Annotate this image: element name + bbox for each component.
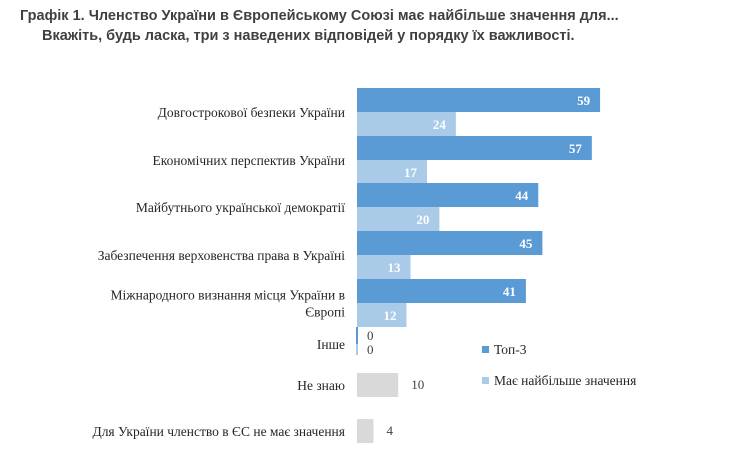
value-label: 41 xyxy=(503,284,516,299)
category-label: Забезпечення верховенства права в Україн… xyxy=(98,248,346,263)
bar-most-important xyxy=(357,112,456,136)
value-label: 44 xyxy=(515,188,529,203)
bar-top3 xyxy=(356,327,358,344)
bar-top3 xyxy=(357,231,543,255)
chart-title-line-1: Графік 1. Членство України в Європейсько… xyxy=(20,8,619,24)
value-label: 13 xyxy=(388,260,402,275)
value-label: 59 xyxy=(577,93,591,108)
value-label: 12 xyxy=(383,308,396,323)
bar-gray xyxy=(357,419,374,443)
category-label: Інше xyxy=(317,337,345,352)
bar-most-important xyxy=(356,344,358,355)
bar-gray xyxy=(357,373,399,397)
category-label: Європі xyxy=(305,305,345,320)
category-label: Міжнародного визнання місця України в xyxy=(111,288,345,303)
category-label: Економічних перспектив України xyxy=(152,153,345,168)
value-label: 0 xyxy=(367,342,374,357)
value-label: 45 xyxy=(519,236,533,251)
bar-most-important xyxy=(357,160,428,184)
value-label: 57 xyxy=(569,141,583,156)
legend-swatch-top3 xyxy=(482,346,489,353)
value-label: 10 xyxy=(411,377,424,392)
chart-title: Графік 1. Членство України в Європейсько… xyxy=(10,6,750,46)
category-label: Для України членство в ЄС не має значенн… xyxy=(92,424,345,439)
category-label: Довгострокової безпеки України xyxy=(158,105,345,120)
value-label: 17 xyxy=(404,165,418,180)
value-label: 24 xyxy=(433,117,447,132)
category-label: Майбутнього української демократії xyxy=(136,200,345,215)
value-label: 4 xyxy=(386,423,393,438)
bar-most-important xyxy=(357,303,407,327)
bar-top3 xyxy=(357,279,526,303)
chart-title-line-2: Вкажіть, будь ласка, три з наведених від… xyxy=(42,28,575,44)
bar-top3 xyxy=(357,136,592,160)
bar-top3 xyxy=(357,88,601,112)
value-label: 0 xyxy=(367,328,374,343)
legend-label-most-important: Має найбільше значення xyxy=(494,373,636,388)
legend-swatch-most-important xyxy=(482,377,489,384)
bar-most-important xyxy=(357,255,411,279)
value-label: 20 xyxy=(416,212,429,227)
bar-top3 xyxy=(357,183,539,207)
category-label: Не знаю xyxy=(297,378,345,393)
legend-label-top3: Топ-3 xyxy=(494,342,527,357)
bar-most-important xyxy=(357,207,440,231)
